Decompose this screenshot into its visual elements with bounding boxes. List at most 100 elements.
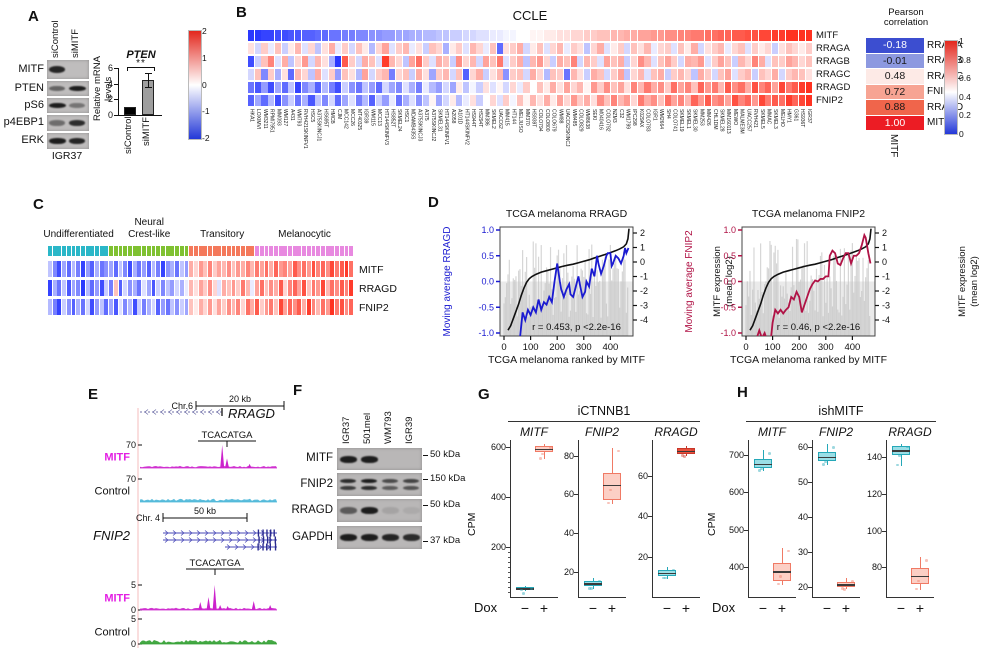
subplot-y-minor-tick xyxy=(508,562,510,563)
heatmap-cell xyxy=(288,30,295,41)
protein-band xyxy=(403,478,419,483)
y-tick-label: 0.5 xyxy=(723,251,736,261)
heatmap-cell xyxy=(456,30,463,41)
cell-line-label: HT144SKINFV2 xyxy=(463,109,470,145)
jitter-dot xyxy=(590,587,593,590)
heatmap-cell xyxy=(785,43,792,54)
subplot-x-axis xyxy=(886,597,934,598)
subplot-x-axis xyxy=(652,597,700,598)
heatmap-cell xyxy=(758,56,765,67)
heatmap-cell xyxy=(316,299,321,315)
heatmap-cell xyxy=(274,82,281,93)
cell-line-label: SKMEL3 xyxy=(772,109,779,129)
y-tick-label: -0.5 xyxy=(478,302,494,312)
heatmap-cell xyxy=(765,69,772,80)
blot-row-label: pS6 xyxy=(24,98,44,111)
heatmap-cell xyxy=(469,69,476,80)
track-peak xyxy=(212,585,217,610)
heatmap-cell xyxy=(382,95,389,106)
bar-y-tick xyxy=(114,68,118,69)
heatmap-cell xyxy=(503,56,510,67)
panel-g-underline xyxy=(508,421,700,422)
heatmap-cell xyxy=(269,299,274,315)
heatmap-cell xyxy=(678,56,685,67)
chromosome-label: Chr. 4 xyxy=(136,513,160,523)
heatmap-cell xyxy=(745,82,752,93)
significance-bracket xyxy=(127,67,155,71)
heatmap-cell xyxy=(758,30,765,41)
heatmap-cell xyxy=(792,43,799,54)
subplot-y-tick-label: 40 xyxy=(563,528,574,539)
heatmap-cell xyxy=(85,261,90,277)
heatmap-cell xyxy=(610,30,617,41)
heatmap-cell xyxy=(570,56,577,67)
cell-line-label: HS695T xyxy=(322,109,329,128)
panel-g-dox-label: Dox xyxy=(474,600,498,615)
heatmap-cell xyxy=(261,95,268,106)
heatmap-cell xyxy=(583,69,591,80)
scale-bar-label: 50 kb xyxy=(194,506,216,516)
cell-line-label: MMAC xyxy=(765,109,772,125)
molecular-weight-label: 37 kDa xyxy=(430,535,461,546)
heatmap-cell xyxy=(302,280,307,296)
heatmap-cell xyxy=(422,30,429,41)
heatmap-cell xyxy=(90,280,95,296)
track-scale-max: 5 xyxy=(131,580,136,590)
heatmap-cell xyxy=(691,30,698,41)
group-color-cell xyxy=(66,246,71,256)
heatmap-cell xyxy=(597,43,604,54)
heatmap-cell xyxy=(563,95,570,106)
pearson-value-cell: 1.00 xyxy=(866,115,924,130)
pearson-value-cell: 0.48 xyxy=(866,69,924,84)
heatmap-cell xyxy=(368,30,376,41)
group-color-cell xyxy=(269,246,274,256)
heatmap-cell xyxy=(449,56,456,67)
group-color-cell xyxy=(109,246,114,256)
y-tick-label: -1.0 xyxy=(478,328,494,338)
heatmap-cell xyxy=(321,56,329,67)
blot-lane-label: siMITF xyxy=(70,28,81,58)
heatmap-cell xyxy=(118,280,123,296)
heatmap-cell xyxy=(751,69,759,80)
heatmap-cell xyxy=(325,261,330,277)
heatmap-cell xyxy=(402,56,409,67)
group-color-cell xyxy=(128,246,132,256)
heatmap-cell xyxy=(671,82,678,93)
heatmap-cell xyxy=(510,95,517,106)
heatmap-cell xyxy=(109,299,114,315)
heatmap-cell xyxy=(449,95,456,106)
subplot-y-tick-label: 40 xyxy=(797,511,808,522)
heatmap-cell xyxy=(342,56,349,67)
heatmap-cell xyxy=(798,56,806,67)
right-axis-label: MITF expression xyxy=(957,246,968,317)
heatmap-cell xyxy=(295,82,302,93)
blot-strip xyxy=(337,526,422,549)
heatmap-cell xyxy=(308,82,315,93)
heatmap-cell xyxy=(563,82,570,93)
protein-band xyxy=(48,102,66,109)
heatmap-cell xyxy=(422,95,429,106)
heatmap-cell xyxy=(292,280,297,296)
heatmap-cell xyxy=(328,95,335,106)
protein-band xyxy=(69,102,85,109)
heatmap-cell xyxy=(308,69,315,80)
track-name-label: MITF xyxy=(104,593,130,605)
heatmap-cell xyxy=(463,56,470,67)
heatmap-cell xyxy=(489,30,496,41)
heatmap-cell xyxy=(292,299,297,315)
heatmap-cell xyxy=(684,69,691,80)
cell-line-label: SKMEL28 xyxy=(718,109,725,132)
marker-tick xyxy=(423,455,428,456)
cell-line-label: IGR39 xyxy=(362,109,369,124)
heatmap-cell xyxy=(128,299,132,315)
heatmap-cell xyxy=(268,95,275,106)
heatmap-cell xyxy=(597,69,604,80)
protein-band xyxy=(49,119,65,127)
cell-line-label: MM386 xyxy=(483,109,490,126)
heatmap-colorbar-tick: -1 xyxy=(202,106,210,117)
jitter-dot xyxy=(683,455,686,458)
cell-line-label: COLO783 xyxy=(644,109,651,132)
heatmap-cell xyxy=(217,280,222,296)
heatmap-cell xyxy=(85,299,90,315)
box-whisker xyxy=(901,443,902,466)
